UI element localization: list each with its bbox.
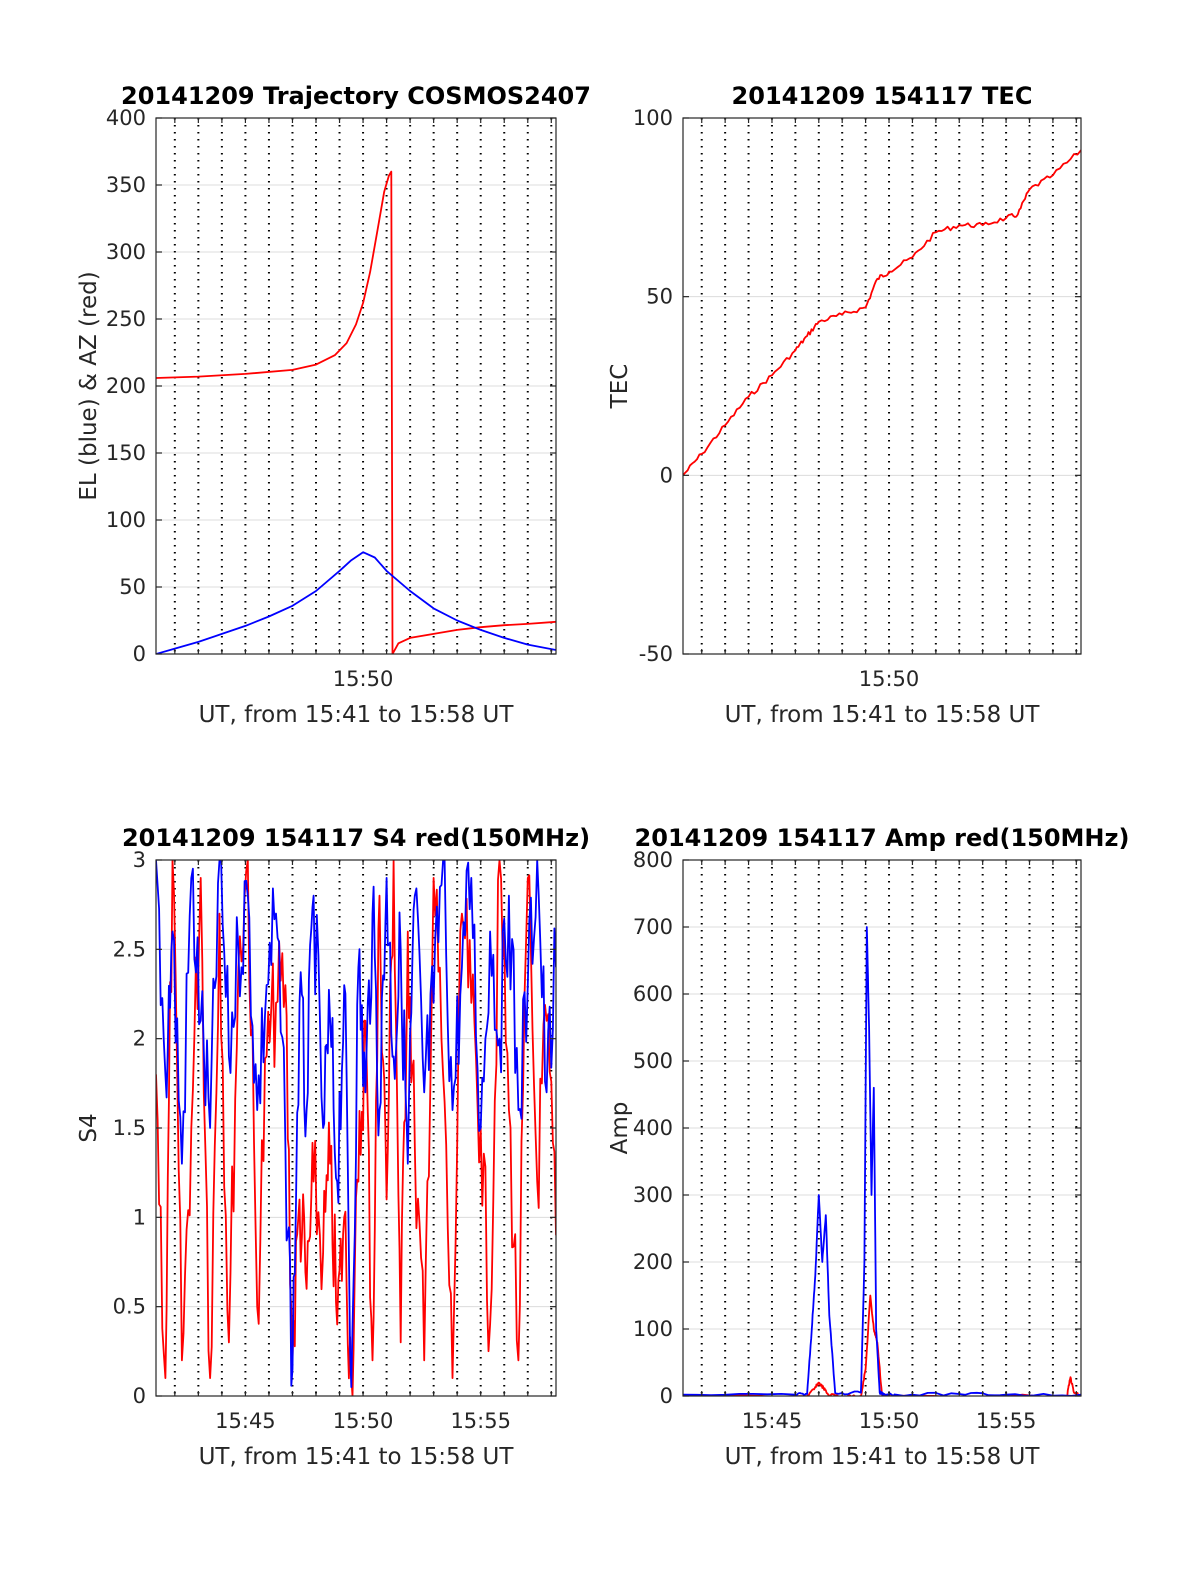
y-tick-label: 1: [133, 1205, 146, 1229]
axes-frame: [682, 117, 1082, 655]
red-trace-line: [156, 860, 556, 1396]
y-tick-label: 0: [133, 642, 146, 666]
y-axis-label: Amp: [607, 1102, 633, 1155]
y-tick-label: 250: [106, 307, 146, 331]
plot-area: [156, 860, 556, 1396]
plot-area: [683, 149, 1081, 476]
y-tick-label: 400: [106, 106, 146, 130]
plot-area: [683, 926, 1081, 1396]
y-tick-label: 2.5: [113, 937, 146, 961]
x-tick-label: 15:50: [333, 667, 394, 691]
x-tick-label: 15:55: [976, 1409, 1037, 1433]
red-trace-line: [683, 1294, 1081, 1396]
x-tick-label: 15:50: [859, 1409, 920, 1433]
x-axis-label: UT, from 15:41 to 15:58 UT: [199, 1444, 515, 1470]
y-tick-label: 100: [633, 106, 673, 130]
x-axis-label: UT, from 15:41 to 15:58 UT: [725, 702, 1041, 728]
y-tick-label: 0: [660, 463, 673, 487]
y-tick-label: 1.5: [113, 1116, 146, 1140]
y-tick-label: 50: [119, 575, 146, 599]
y-tick-label: -50: [639, 642, 673, 666]
x-tick-label: 15:45: [215, 1409, 276, 1433]
blue-trace-line: [156, 860, 556, 1388]
chart-title: 20141209 Trajectory COSMOS2407: [121, 82, 591, 110]
y-tick-label: 50: [646, 285, 673, 309]
x-axis-label: UT, from 15:41 to 15:58 UT: [725, 1444, 1041, 1470]
chart-title: 20141209 154117 Amp red(150MHz): [635, 824, 1130, 852]
x-tick-label: 15:45: [742, 1409, 803, 1433]
y-tick-label: 100: [106, 508, 146, 532]
y-tick-label: 3: [133, 848, 146, 872]
y-tick-label: 500: [633, 1049, 673, 1073]
y-tick-label: 600: [633, 982, 673, 1006]
blue-trace-line: [683, 926, 1081, 1396]
red-trace-line: [683, 149, 1081, 476]
y-tick-label: 2: [133, 1027, 146, 1051]
y-tick-label: 400: [633, 1116, 673, 1140]
x-axis-label: UT, from 15:41 to 15:58 UT: [199, 702, 515, 728]
y-tick-label: 100: [633, 1317, 673, 1341]
y-tick-label: 300: [106, 240, 146, 264]
y-tick-label: 150: [106, 441, 146, 465]
x-tick-label: 15:50: [859, 667, 920, 691]
chart-title: 20141209 154117 S4 red(150MHz): [122, 824, 590, 852]
red-trace-line: [156, 170, 556, 654]
y-tick-label: 700: [633, 915, 673, 939]
y-tick-label: 300: [633, 1183, 673, 1207]
y-tick-label: 0: [660, 1384, 673, 1408]
plot-area: [156, 170, 556, 654]
panel-tec: -50 0 50 100 15:50 UT, from 15:41 to 15:58 UT…: [607, 82, 1082, 728]
y-axis-label: EL (blue) & AZ (red): [76, 271, 102, 500]
y-tick-label: 200: [106, 374, 146, 398]
y-tick-label: 800: [633, 848, 673, 872]
panel-s4: 0 0.5 1 1.5 2 2.5 3 15:45 15:50 15:55 UT, from 15:…: [76, 824, 590, 1470]
y-tick-label: 200: [633, 1250, 673, 1274]
y-tick-label: 0: [133, 1384, 146, 1408]
panel-amp: 0 100 200 300 400 500 600 700 800 15:45 15:50 15:55…: [607, 824, 1129, 1470]
y-axis-label: S4: [76, 1113, 102, 1142]
blue-trace-line: [156, 551, 556, 654]
chart-title: 20141209 154117 TEC: [732, 82, 1033, 110]
y-tick-label: 0.5: [113, 1295, 146, 1319]
x-tick-label: 15:55: [450, 1409, 511, 1433]
panel-trajectory: 0 50 100 150 200 250 300 350 400 15:50 UT, from 15…: [76, 82, 591, 728]
y-axis-label: TEC: [607, 364, 633, 410]
x-tick-label: 15:50: [333, 1409, 394, 1433]
y-tick-label: 350: [106, 173, 146, 197]
